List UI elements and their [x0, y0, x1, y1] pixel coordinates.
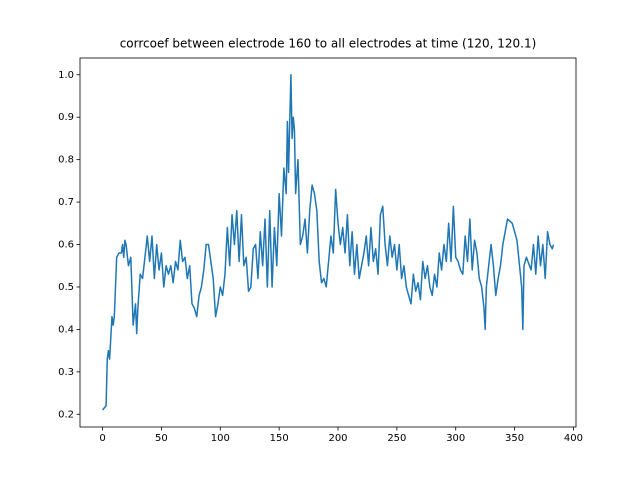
y-tick-label: 0.2 — [58, 409, 74, 420]
chart-title: corrcoef between electrode 160 to all el… — [120, 37, 537, 51]
data-line — [101, 74, 555, 411]
y-tick-label: 0.7 — [58, 197, 74, 208]
x-tick-label: 300 — [446, 433, 465, 444]
x-tick-label: 100 — [211, 433, 230, 444]
x-tick-label: 50 — [155, 433, 168, 444]
x-tick-label: 150 — [270, 433, 289, 444]
y-tick-label: 0.3 — [58, 367, 74, 378]
y-tick-label: 0.4 — [58, 324, 74, 335]
x-tick-label: 250 — [387, 433, 406, 444]
plot-frame — [79, 57, 577, 428]
x-tick-label: 200 — [328, 433, 347, 444]
y-tick-label: 1.0 — [58, 70, 74, 81]
y-tick-label: 0.6 — [58, 240, 74, 251]
x-tick-label: 350 — [505, 433, 524, 444]
y-tick-label: 0.9 — [58, 112, 74, 123]
x-tick-label: 400 — [564, 433, 583, 444]
y-tick-label: 0.5 — [58, 282, 74, 293]
y-tick-label: 0.8 — [58, 155, 74, 166]
x-tick-label: 0 — [99, 433, 105, 444]
